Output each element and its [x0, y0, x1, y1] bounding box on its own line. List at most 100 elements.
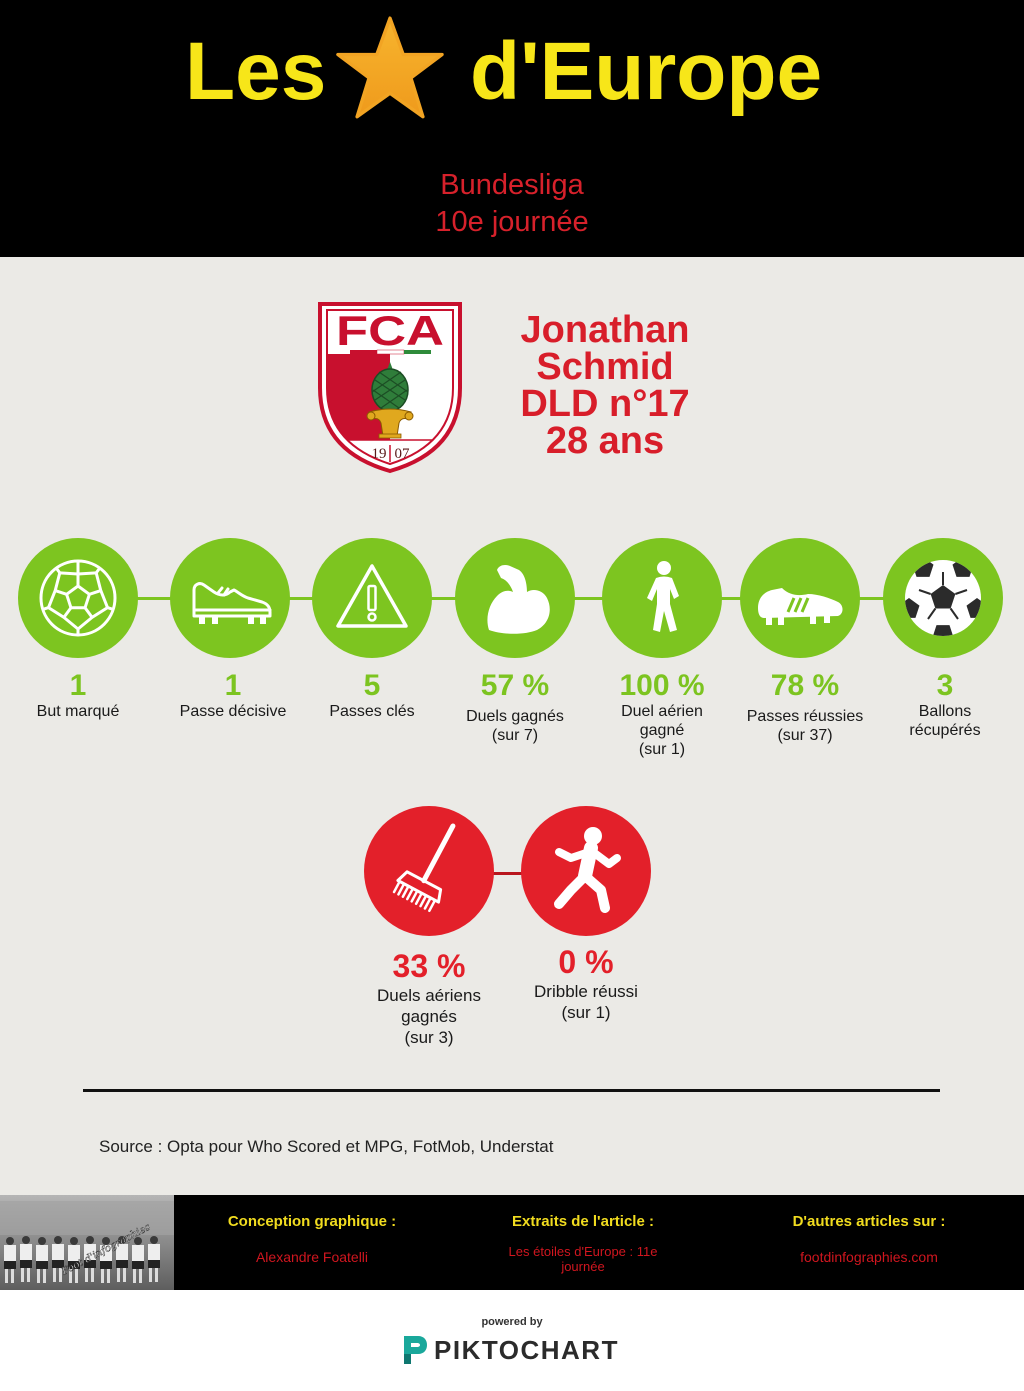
player-info: Jonathan Schmid DLD n°17 28 ans	[490, 309, 720, 462]
subtitle-league: Bundesliga	[440, 169, 584, 201]
stat-value: 100 %	[619, 669, 705, 702]
dribbler-body	[554, 841, 621, 913]
exclamation-dot	[367, 612, 377, 622]
sneaker-outline	[192, 582, 272, 618]
stat-label-line: (sur 1)	[638, 741, 686, 758]
stat-duels-won: 57 % Duels gagnés (sur 7)	[440, 670, 590, 745]
piktochart-link[interactable]: PIKTOCHART	[400, 1334, 630, 1368]
subtitle-matchday: 10e journée	[435, 206, 589, 238]
warning-icon	[336, 564, 408, 628]
photo-player-figure	[20, 1236, 32, 1282]
credit-text: Alexandre Foatelli	[255, 1249, 369, 1265]
football-boot-icon	[758, 588, 843, 625]
sneaker-studs	[199, 616, 266, 624]
photo-player-figure	[36, 1237, 48, 1283]
player-head	[657, 561, 671, 575]
boot-studs	[766, 615, 830, 625]
credit-design: Conception graphique : Alexandre Foatell…	[212, 1213, 412, 1266]
ball-seams	[918, 572, 968, 620]
player-body	[647, 576, 679, 632]
photo-player-figure	[4, 1237, 16, 1283]
photo-player-figure	[84, 1236, 96, 1282]
stat-value: 1	[69, 669, 87, 702]
stat-icon-circle	[312, 538, 432, 658]
stat-pass-accuracy: 78 % Passes réussies (sur 37)	[730, 670, 880, 745]
star-icon	[336, 16, 444, 119]
soccer-ball-icon	[905, 560, 981, 636]
stat-icon-circle	[521, 806, 651, 936]
stat-goals: 1 But marqué	[3, 670, 153, 721]
team-photo: Foot d'infographies	[0, 1195, 174, 1290]
photo-player-figure	[100, 1237, 112, 1283]
exclamation-bar	[367, 584, 377, 612]
stat-key-passes: 5 Passes clés	[297, 670, 447, 721]
player-age: 28 ans	[545, 420, 665, 462]
capital-emblem	[366, 408, 414, 439]
stat-icon-circle	[364, 806, 494, 936]
stat-aerial-duel-won: 100 % Duel aérien gagné (sur 1)	[587, 670, 737, 759]
stat-icon-circle	[883, 538, 1003, 658]
credit-heading: Conception graphique :	[227, 1213, 397, 1230]
stat-label-line: gagné	[639, 722, 685, 739]
credit-heading: D'autres articles sur :	[792, 1213, 946, 1230]
credit-text: Les étoiles d'Europe : 11e journée	[508, 1244, 658, 1274]
stat-icon-circle	[455, 538, 575, 658]
stat-label-line: récupérés	[909, 722, 981, 739]
subtitle: Bundesliga 10e journée	[0, 167, 1024, 241]
photo-player-figure	[148, 1236, 160, 1282]
stat-icon-circle	[602, 538, 722, 658]
source-note: Source : Opta pour Who Scored et MPG, Fo…	[99, 1137, 554, 1156]
stat-value: 78 %	[770, 669, 840, 702]
title-left-word: Les	[185, 26, 327, 117]
arm-shape	[487, 565, 550, 634]
ball-outline-lines	[39, 559, 117, 637]
stat-label-line: Ballons	[918, 703, 972, 720]
player-first-name: Jonathan	[520, 309, 690, 351]
stat-assists: 1 Passe décisive	[158, 670, 308, 721]
credit-article: Extraits de l'article : Les étoiles d'Eu…	[483, 1213, 683, 1274]
stat-label-line: Dribble réussi	[534, 982, 638, 1001]
photo-crowd	[0, 1201, 174, 1235]
stat-label-line: (sur 1)	[561, 1003, 611, 1022]
header-banner	[0, 0, 1024, 257]
credit-more-articles: D'autres articles sur : footdinfographie…	[769, 1213, 969, 1266]
credit-heading: Extraits de l'article :	[512, 1213, 654, 1230]
powered-by-label: powered by	[481, 1316, 543, 1328]
stat-label-line: Passes clés	[329, 703, 415, 720]
player-dld-number: DLD n°17	[520, 383, 690, 425]
crest-year-right: 07	[395, 446, 411, 462]
stat-value: 5	[363, 669, 381, 702]
red-connector-line	[429, 872, 586, 875]
stat-icon-circle	[18, 538, 138, 658]
rake-icon	[392, 823, 456, 913]
stat-label-line: Duels gagnés	[466, 708, 564, 725]
credit-website-link: footdinfographies.com	[800, 1249, 938, 1265]
stat-aerial-duels-won: 33 % Duels aériens gagnés (sur 3)	[339, 950, 519, 1048]
powered-by-area	[0, 1290, 1024, 1391]
stat-label-line: Passe décisive	[179, 703, 287, 720]
stat-label-line: But marqué	[36, 703, 120, 720]
stat-recoveries: 3 Ballons récupérés	[870, 670, 1020, 740]
crest-inner-border	[326, 309, 454, 466]
stat-value: 57 %	[480, 669, 550, 702]
photo-player-figure	[52, 1236, 64, 1282]
title-right-word: d'Europe	[470, 26, 823, 117]
crest-year-left: 19	[372, 446, 387, 462]
crest-letters: FCA	[336, 307, 444, 354]
rake-shape	[392, 823, 456, 913]
club-crest-logo: FCA 19 07	[318, 302, 462, 474]
sneaker-icon	[192, 582, 272, 624]
divider-rule	[83, 1089, 940, 1092]
soccer-ball-outline-icon	[39, 559, 117, 637]
photo-player-figure	[116, 1236, 128, 1282]
stat-value: 1	[224, 669, 242, 702]
stat-label-line: Duels aériens	[377, 986, 481, 1005]
stat-label-line: Passes réussies	[746, 708, 864, 725]
stat-label-line: (sur 3)	[404, 1028, 454, 1047]
stat-icon-circle	[740, 538, 860, 658]
player-last-name: Schmid	[536, 346, 674, 388]
warning-triangle	[336, 564, 408, 628]
piktochart-brand: PIKTOCHART	[434, 1335, 619, 1365]
stat-dribbles: 0 % Dribble réussi (sur 1)	[496, 946, 676, 1023]
